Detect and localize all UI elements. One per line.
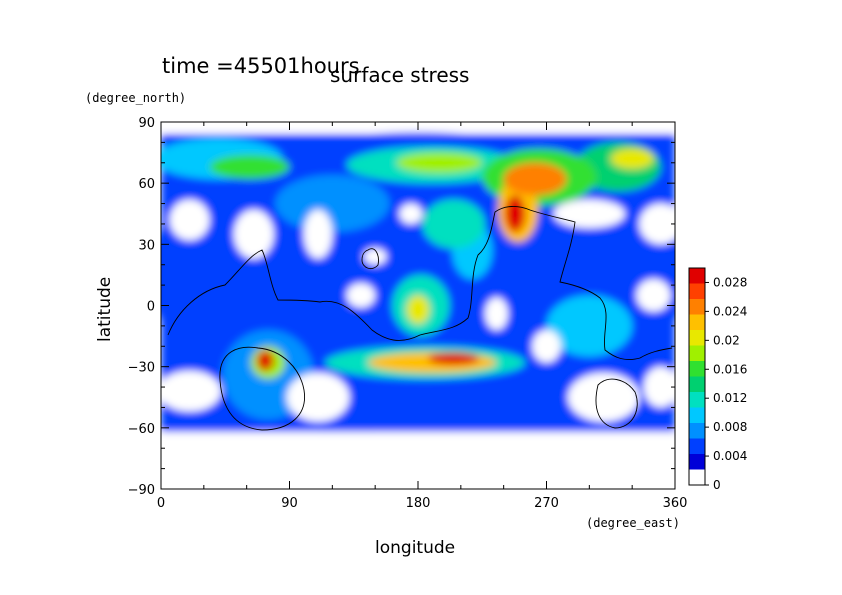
- field-blob: [610, 148, 654, 169]
- chart-title: surface stress: [330, 63, 469, 87]
- field-gap: [286, 372, 350, 422]
- field-gap: [636, 278, 671, 312]
- field-blob: [396, 152, 483, 173]
- colorbar-tick-label: 0.004: [713, 449, 747, 463]
- y-tick-label: 60: [138, 177, 155, 192]
- y-axis-title: latitude: [95, 277, 115, 342]
- x-tick-label: 360: [663, 496, 688, 511]
- colorbar-segment: [689, 423, 705, 439]
- colorbar-tick-label: 0.028: [713, 275, 747, 289]
- field-blob: [432, 372, 604, 422]
- plot-area: [161, 122, 675, 489]
- colorbar-segment: [689, 392, 705, 408]
- coastline-east: [595, 378, 638, 429]
- colorbar-tick-label: 0.02: [713, 333, 740, 347]
- axis-ticks: [160, 121, 676, 490]
- colorbar-segment: [689, 438, 705, 454]
- y-tick-label: 0: [147, 300, 155, 315]
- colorbar-segment: [689, 283, 705, 299]
- colorbar-tick-label: 0.024: [713, 304, 747, 318]
- colorbar-tick-labels: 0 0.004 0.008 0.012 0.016 0.02 0.024 0.028: [713, 275, 747, 492]
- field-gap: [485, 297, 508, 330]
- x-tick-label: 270: [534, 496, 559, 511]
- field-gap: [303, 209, 333, 259]
- colorbar-segment: [689, 376, 705, 392]
- time-label: time =45501hours: [162, 54, 360, 78]
- field-gap: [639, 203, 675, 245]
- colorbar-segment: [689, 330, 705, 346]
- field-gap: [363, 248, 387, 265]
- field-gap: [643, 366, 675, 408]
- field-blob: [406, 295, 430, 324]
- field-blob: [546, 295, 633, 357]
- x-tick-label: 0: [157, 496, 165, 511]
- y-tick-label: 30: [138, 238, 155, 253]
- field-blob: [505, 195, 526, 233]
- field-blob: [422, 199, 486, 249]
- colorbar-frame: [688, 267, 706, 486]
- field-blob: [209, 154, 290, 180]
- colorbar-segment: [689, 268, 705, 284]
- x-axis-title: longitude: [375, 538, 455, 558]
- coastline: [167, 206, 673, 431]
- coastline-southwest: [219, 346, 305, 431]
- field-gap: [161, 370, 221, 412]
- y-tick-label: −30: [128, 361, 155, 376]
- field-blob: [275, 175, 390, 233]
- colorbar-segment: [689, 454, 705, 470]
- axis-tick-labels: 0 90 180 270 360 90 60 30 0 −30 −60 −90: [128, 116, 688, 511]
- colorbar-segment: [689, 299, 705, 315]
- colorbar-tick-label: 0.008: [713, 420, 747, 434]
- field-gap: [169, 199, 210, 241]
- y-tick-label: −90: [128, 483, 155, 498]
- colorbar: [688, 267, 709, 486]
- field-gap: [399, 203, 423, 224]
- field-gap: [532, 329, 561, 363]
- field-blob: [161, 244, 276, 326]
- field-blob: [427, 352, 480, 365]
- x-tick-label: 180: [406, 496, 431, 511]
- colorbar-segment: [689, 314, 705, 330]
- field-blob: [256, 350, 274, 371]
- y-tick-label: −60: [128, 422, 155, 437]
- field-gap: [233, 209, 274, 259]
- x-unit-label: (degree_east): [586, 516, 680, 530]
- field-gap: [553, 199, 626, 229]
- y-tick-label: 90: [138, 116, 155, 131]
- coastline-west: [167, 206, 673, 361]
- field-blob: [503, 162, 567, 196]
- colorbar-segment: [689, 361, 705, 377]
- colorbar-tick-label: 0: [713, 478, 721, 492]
- coastline-island: [361, 248, 379, 270]
- colorbar-segment: [689, 345, 705, 361]
- colorbar-segment: [689, 469, 705, 485]
- colorbar-tick-label: 0.016: [713, 362, 747, 376]
- colorbar-segment: [689, 407, 705, 423]
- y-unit-label: (degree_north): [85, 91, 186, 105]
- x-tick-label: 90: [281, 496, 298, 511]
- field-gap: [567, 372, 640, 422]
- field-gap: [346, 283, 376, 308]
- colorbar-tick-label: 0.012: [713, 391, 747, 405]
